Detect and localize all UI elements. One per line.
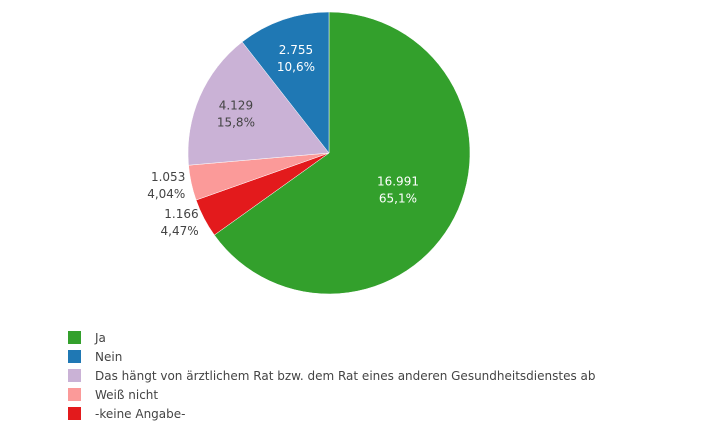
pie-slice-ja[interactable]	[213, 11, 471, 295]
slice-value-label-weiss-nicht: 1.053	[151, 170, 185, 184]
slice-value-label-das-haengt-von: 4.129	[219, 99, 253, 113]
legend-label: Ja	[95, 330, 106, 345]
legend-swatch	[68, 407, 81, 420]
slice-percent-label-weiss-nicht: 4,04%	[147, 187, 185, 201]
slice-value-label-nein: 2.755	[279, 43, 313, 57]
legend-swatch	[68, 350, 81, 363]
legend-swatch	[68, 369, 81, 382]
slice-percent-label-keine-angabe: 4,47%	[161, 224, 199, 238]
slice-percent-label-das-haengt-von: 15,8%	[217, 116, 255, 130]
legend: Ja Nein Das hängt von ärztlichem Rat bzw. …	[68, 328, 596, 423]
legend-item-weiss-nicht[interactable]: Weiß nicht	[68, 385, 596, 404]
legend-item-keine-angabe[interactable]: -keine Angabe-	[68, 404, 596, 423]
legend-swatch	[68, 331, 81, 344]
legend-item-das-haengt-von[interactable]: Das hängt von ärztlichem Rat bzw. dem Ra…	[68, 366, 596, 385]
legend-label: Nein	[95, 349, 123, 364]
pie-slice-das-haengt-von[interactable]	[187, 41, 330, 166]
legend-item-ja[interactable]: Ja	[68, 328, 596, 347]
slice-value-label-keine-angabe: 1.166	[164, 207, 198, 221]
pie-slice-nein[interactable]	[241, 11, 330, 154]
slice-percent-label-ja: 65,1%	[379, 191, 417, 205]
legend-swatch	[68, 388, 81, 401]
slice-percent-label-nein: 10,6%	[277, 60, 315, 74]
legend-label: -keine Angabe-	[95, 406, 186, 421]
legend-label: Weiß nicht	[95, 387, 159, 402]
legend-label: Das hängt von ärztlichem Rat bzw. dem Ra…	[95, 368, 596, 383]
legend-item-nein[interactable]: Nein	[68, 347, 596, 366]
slice-value-label-ja: 16.991	[377, 174, 419, 188]
